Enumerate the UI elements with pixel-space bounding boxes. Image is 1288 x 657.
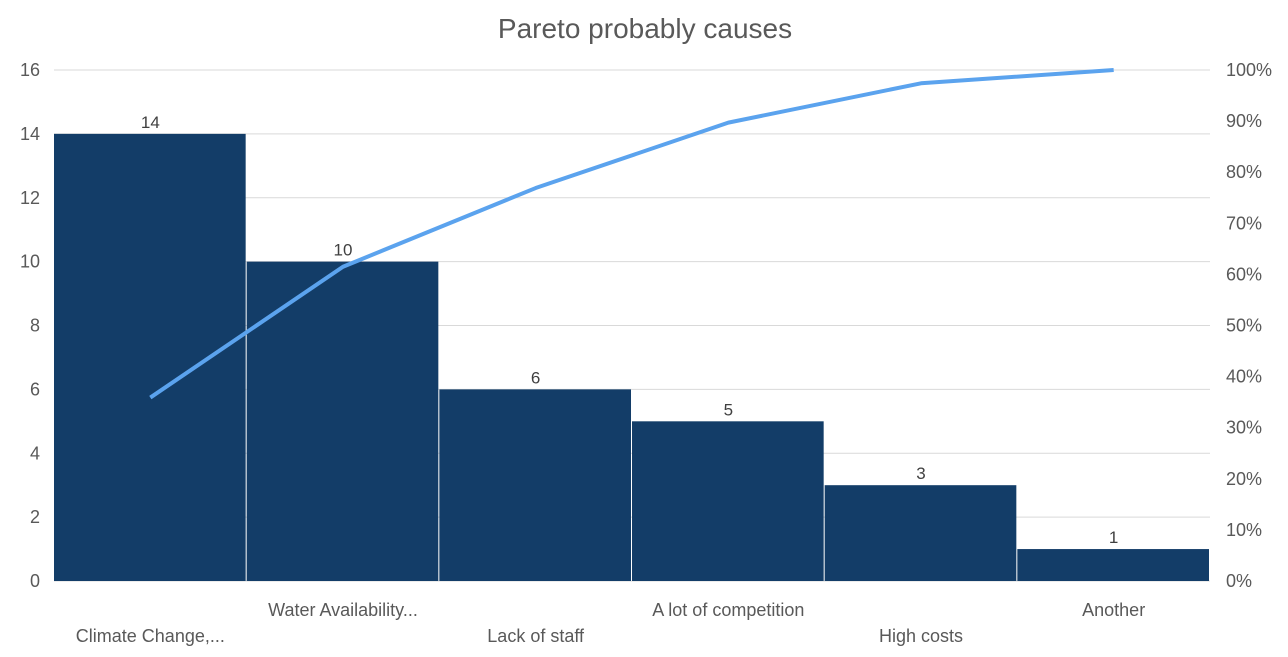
y-tick-label: 14: [20, 124, 40, 144]
y2-tick-label: 60%: [1226, 264, 1262, 284]
data-label: 1: [1109, 528, 1118, 547]
y2-tick-label: 100%: [1226, 60, 1272, 80]
cumulative-line-group: [149, 68, 1114, 400]
y-axis-right: 0% 10% 20% 30% 40% 50% 60% 70% 80% 90% 100%: [1226, 60, 1272, 591]
y-tick-label: 16: [20, 60, 40, 80]
chart-title: Pareto probably causes: [498, 13, 792, 44]
bar: [824, 485, 1017, 581]
bar: [1017, 549, 1209, 581]
data-labels: 14 10 6 5 3 1: [141, 113, 1119, 547]
x-category-label: High costs: [879, 626, 963, 646]
y-tick-label: 12: [20, 188, 40, 208]
bar: [246, 261, 439, 581]
y-tick-label: 4: [30, 443, 40, 463]
y2-tick-label: 40%: [1226, 367, 1262, 387]
x-category-label: Lack of staff: [487, 626, 585, 646]
bars: [54, 133, 1209, 581]
bar: [54, 133, 246, 581]
data-label: 14: [141, 113, 160, 132]
y-tick-label: 8: [30, 316, 40, 336]
y-tick-label: 0: [30, 571, 40, 591]
y2-tick-label: 30%: [1226, 418, 1262, 438]
x-category-label: Climate Change,...: [76, 626, 225, 646]
y2-tick-label: 70%: [1226, 213, 1262, 233]
y2-tick-label: 90%: [1226, 111, 1262, 131]
x-category-label: A lot of competition: [652, 600, 804, 620]
y2-tick-label: 20%: [1226, 469, 1262, 489]
x-category-label: Another: [1082, 600, 1145, 620]
bar: [439, 389, 631, 581]
y2-tick-label: 10%: [1226, 520, 1262, 540]
data-label: 6: [531, 368, 540, 387]
data-label: 3: [916, 464, 925, 483]
bar: [632, 421, 824, 581]
y-tick-label: 10: [20, 252, 40, 272]
x-axis: Climate Change,... Water Availability... L…: [76, 600, 1145, 646]
y-axis-left: 0 2 4 6 8 10 12 14 16: [20, 60, 40, 591]
x-category-label: Water Availability...: [268, 600, 418, 620]
data-label: 10: [334, 241, 353, 260]
y2-tick-label: 50%: [1226, 316, 1262, 336]
data-label: 5: [724, 400, 733, 419]
y2-tick-label: 0%: [1226, 571, 1252, 591]
cumulative-percent-line: [149, 68, 1114, 400]
y-tick-label: 6: [30, 379, 40, 399]
y-tick-label: 2: [30, 507, 40, 527]
y2-tick-label: 80%: [1226, 162, 1262, 182]
